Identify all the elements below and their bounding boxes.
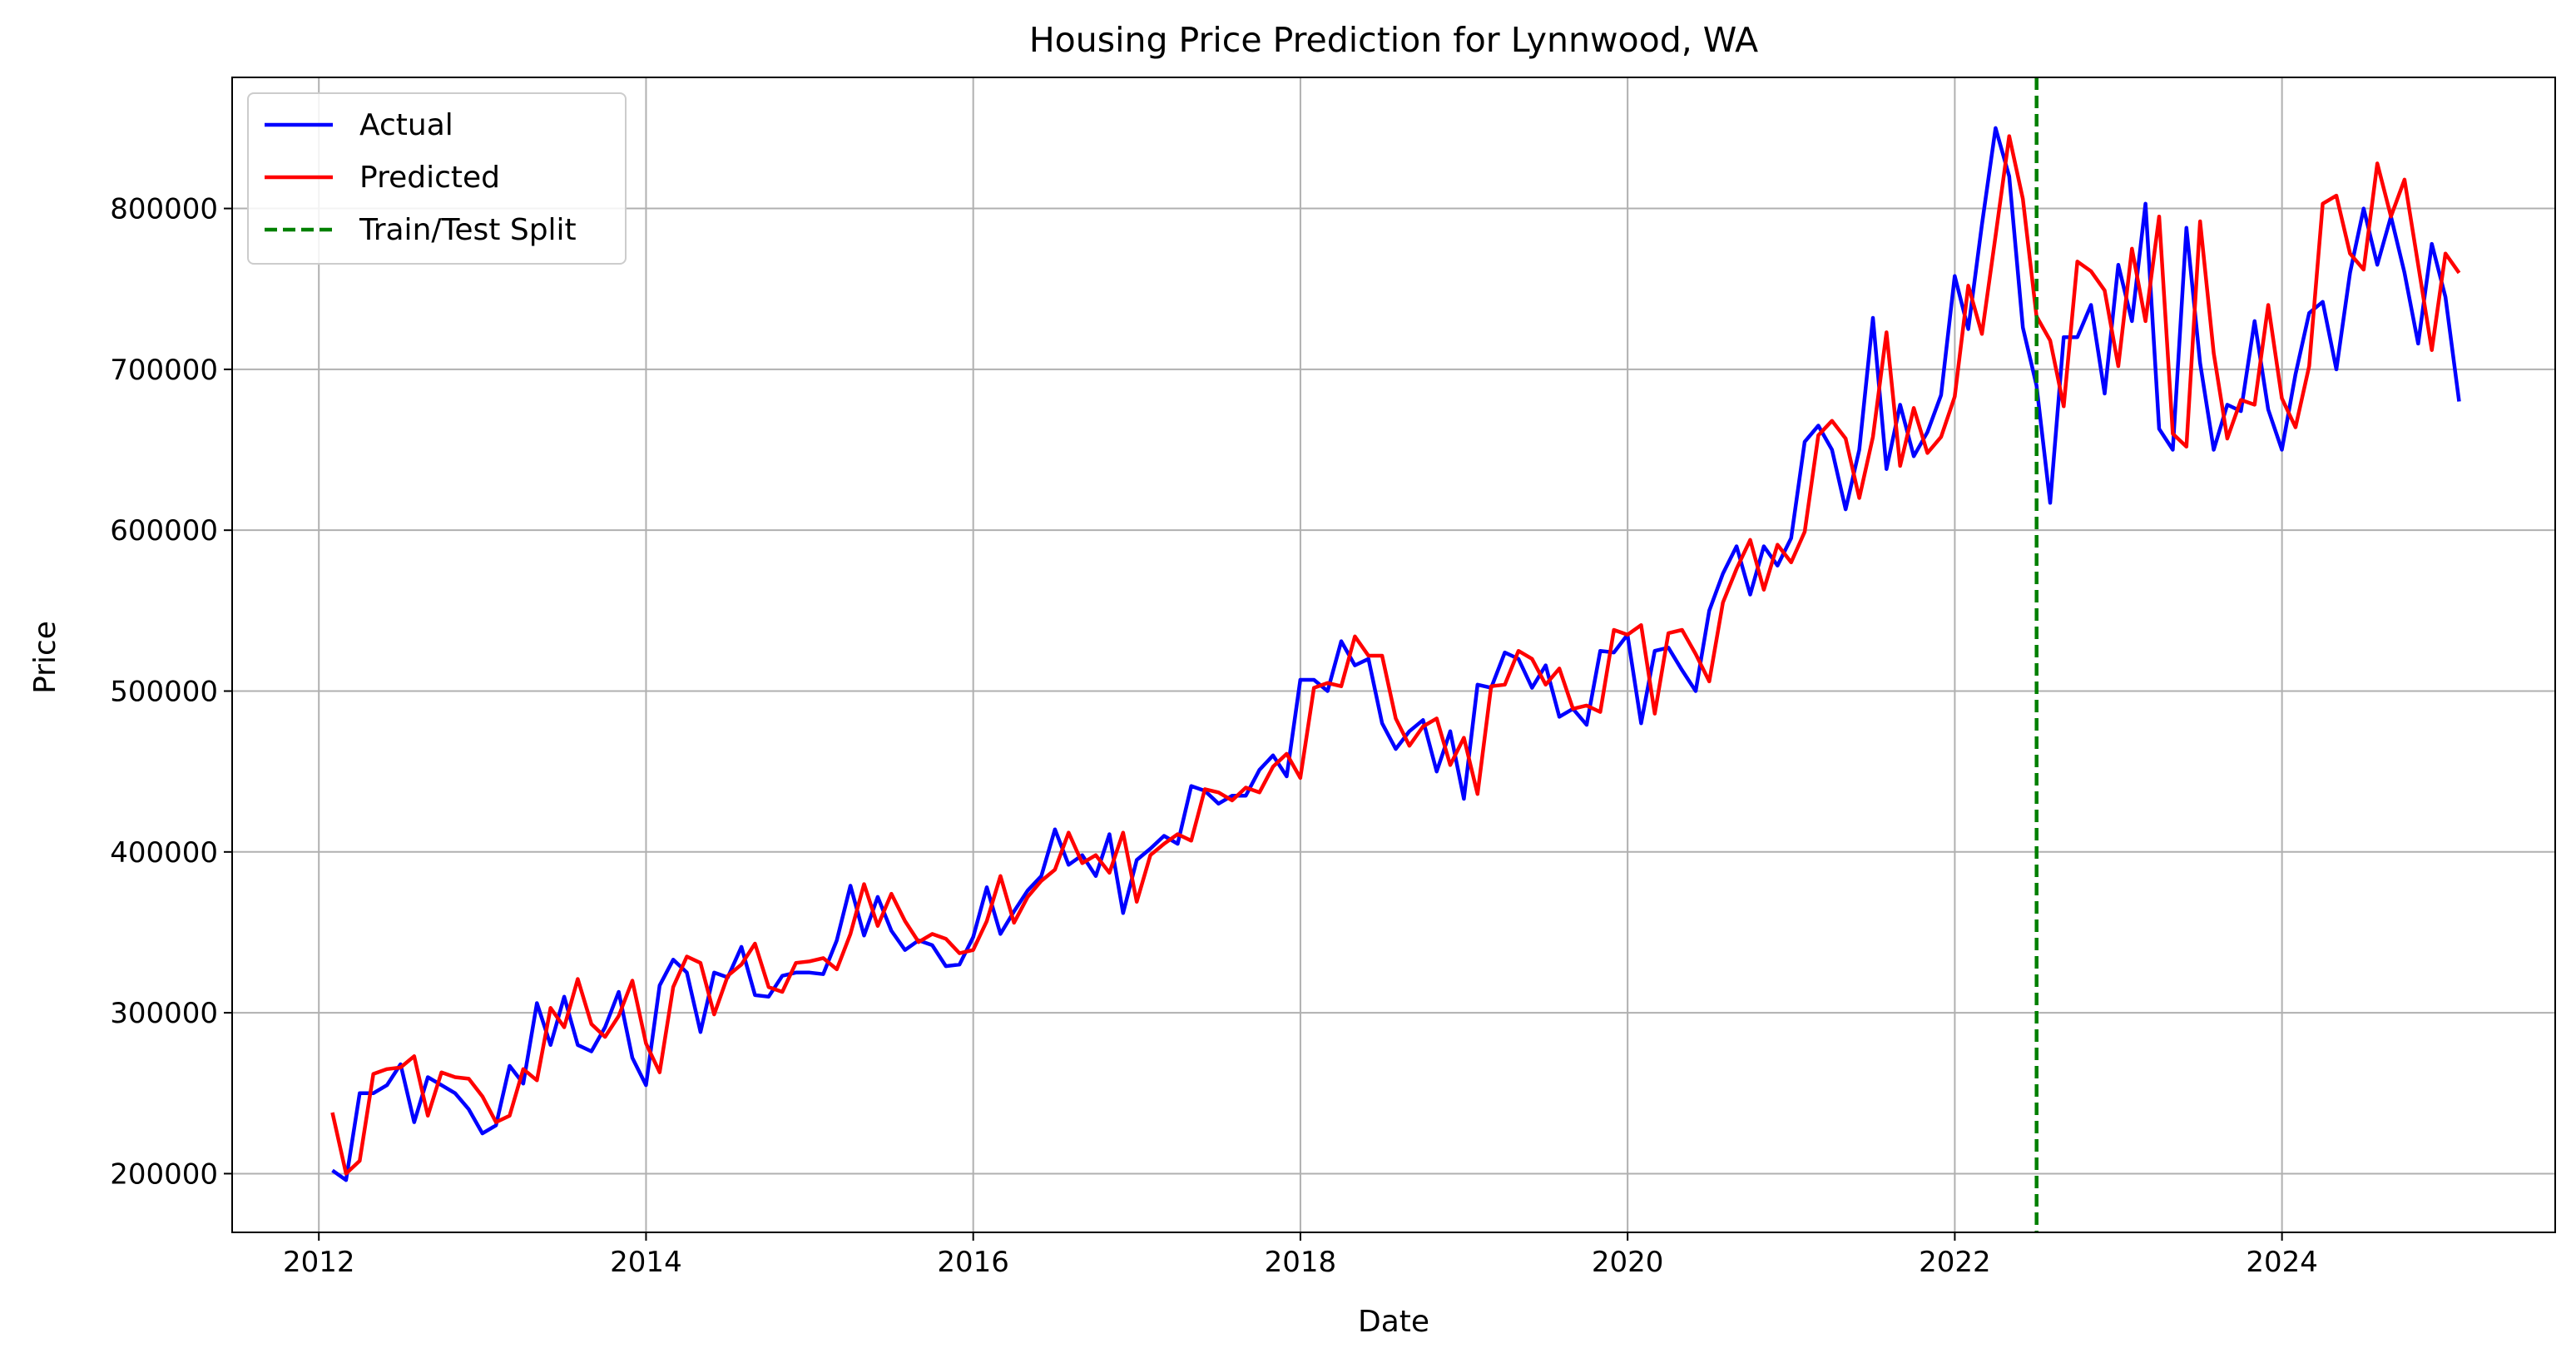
legend-box xyxy=(247,92,627,265)
y-tick-label: 200000 xyxy=(110,1157,218,1191)
ticks: 2012 2014 2016 2018 2020 2022 2024 200000 300000… xyxy=(110,193,2318,1279)
legend-label-actual: Actual xyxy=(359,108,453,142)
y-tick-label: 600000 xyxy=(110,514,218,548)
legend-label-predicted: Predicted xyxy=(359,161,500,195)
y-tick-label: 300000 xyxy=(110,997,218,1030)
legend-label-split: Train/Test Split xyxy=(359,213,577,247)
x-tick-label: 2018 xyxy=(1265,1246,1337,1279)
x-tick-label: 2012 xyxy=(283,1246,355,1279)
chart-title: Housing Price Prediction for Lynnwood, W… xyxy=(1029,20,1758,60)
x-tick-label: 2014 xyxy=(610,1246,682,1279)
x-tick-label: 2022 xyxy=(1919,1246,1991,1279)
y-tick-label: 800000 xyxy=(110,193,218,226)
x-axis-label: Date xyxy=(1358,1305,1429,1339)
plot-frame xyxy=(231,77,2556,1233)
y-tick-label: 500000 xyxy=(110,675,218,708)
y-tick-label: 400000 xyxy=(110,836,218,870)
y-axis-label: Price xyxy=(28,621,62,694)
y-tick-label: 700000 xyxy=(110,354,218,387)
series-line-actual xyxy=(331,126,2461,1182)
legend: Actual Predicted Train/Test Split xyxy=(247,92,627,265)
series-line-predicted xyxy=(330,134,2461,1176)
x-tick-label: 2020 xyxy=(1592,1246,1664,1279)
x-tick-label: 2016 xyxy=(937,1246,1009,1279)
series-area xyxy=(330,126,2461,1182)
x-tick-label: 2024 xyxy=(2246,1246,2318,1279)
